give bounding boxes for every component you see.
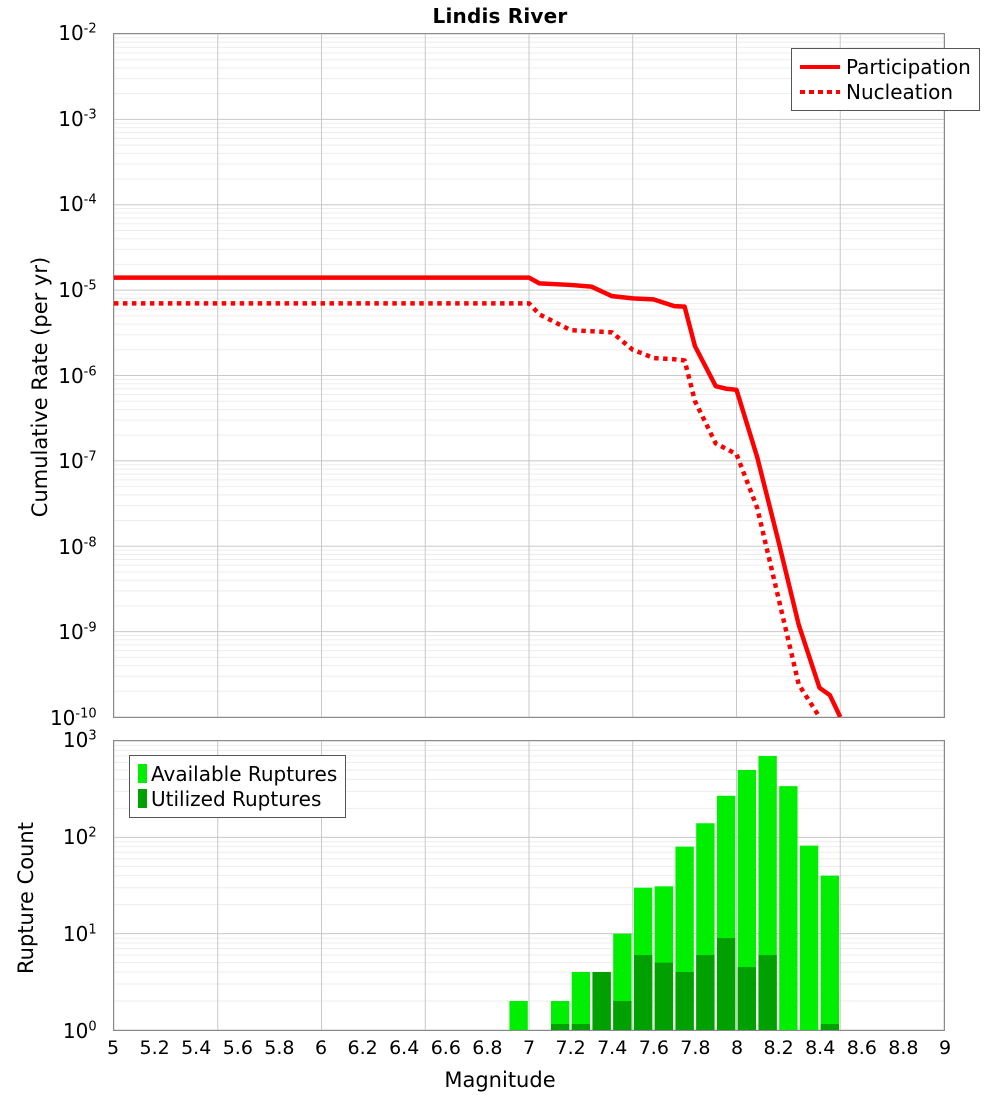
bar-utilized-ruptures (675, 972, 693, 1030)
bar-utilized-ruptures (821, 1024, 839, 1030)
utilized-ruptures-swatch-icon (138, 789, 147, 808)
available-ruptures-swatch-icon (138, 764, 147, 783)
x-tick-label: 9 (939, 1037, 951, 1059)
x-tick-label: 7.4 (597, 1037, 627, 1059)
top-y-tick-label: 10-9 (0, 620, 103, 644)
x-tick-label: 6.6 (431, 1037, 461, 1059)
bar-utilized-ruptures (758, 955, 776, 1030)
page-title: Lindis River (0, 4, 1000, 28)
bottom-y-axis-label: Rupture Count (14, 738, 38, 1058)
x-tick-label: 8.4 (805, 1037, 835, 1059)
x-tick-label: 8.2 (763, 1037, 793, 1059)
curve-participation (114, 278, 840, 717)
bar-available-ruptures (821, 876, 839, 1030)
bar-utilized-ruptures (634, 955, 652, 1030)
x-tick-label: 8.6 (847, 1037, 877, 1059)
x-tick-label: 6.4 (389, 1037, 419, 1059)
x-tick-label: 5.4 (181, 1037, 211, 1059)
bar-utilized-ruptures (613, 1001, 631, 1030)
x-tick-label: 7.2 (555, 1037, 585, 1059)
bar-utilized-ruptures (696, 955, 714, 1030)
bar-utilized-ruptures (572, 1024, 590, 1030)
cumulative-rate-plot (113, 33, 945, 718)
legend-item-available-ruptures: Available Ruptures (138, 761, 337, 786)
x-tick-label: 5.2 (139, 1037, 169, 1059)
legend-item-nucleation: Nucleation (800, 79, 971, 104)
top-y-tick-label: 10-10 (0, 706, 103, 730)
bar-utilized-ruptures (738, 967, 756, 1030)
legend-item-participation: Participation (800, 54, 971, 79)
bar-utilized-ruptures (655, 963, 673, 1030)
x-tick-label: 7.8 (680, 1037, 710, 1059)
top-y-tick-label: 10-2 (0, 21, 103, 45)
bar-available-ruptures (779, 786, 797, 1030)
x-tick-label: 5.6 (223, 1037, 253, 1059)
x-tick-label: 6.8 (472, 1037, 502, 1059)
top-y-tick-label: 10-3 (0, 107, 103, 131)
top-y-axis-label: Cumulative Rate (per yr) (28, 187, 52, 587)
x-tick-label: 6.2 (347, 1037, 377, 1059)
x-tick-label: 5.8 (264, 1037, 294, 1059)
x-tick-label: 8 (731, 1037, 743, 1059)
x-tick-label: 5 (107, 1037, 119, 1059)
legend-label-available-ruptures: Available Ruptures (147, 762, 337, 786)
x-tick-label: 8.8 (888, 1037, 918, 1059)
curve-legend: Participation Nucleation (791, 48, 980, 111)
x-tick-label: 7 (523, 1037, 535, 1059)
participation-line-swatch-icon (800, 57, 840, 77)
bar-available-ruptures (572, 972, 590, 1030)
x-axis-label: Magnitude (0, 1068, 1000, 1092)
legend-label-utilized-ruptures: Utilized Ruptures (147, 787, 321, 811)
bar-utilized-ruptures (592, 972, 610, 1030)
legend-label-participation: Participation (840, 55, 971, 79)
x-tick-label: 6 (315, 1037, 327, 1059)
legend-label-nucleation: Nucleation (840, 80, 953, 104)
bar-utilized-ruptures (717, 938, 735, 1030)
curve-nucleation (114, 303, 820, 717)
legend-item-utilized-ruptures: Utilized Ruptures (138, 786, 337, 811)
rupture-legend: Available Ruptures Utilized Ruptures (129, 755, 346, 818)
nucleation-line-swatch-icon (800, 82, 840, 102)
bar-utilized-ruptures (551, 1024, 569, 1030)
x-tick-label: 7.6 (639, 1037, 669, 1059)
bar-available-ruptures (800, 846, 818, 1030)
bar-available-ruptures (509, 1001, 527, 1030)
